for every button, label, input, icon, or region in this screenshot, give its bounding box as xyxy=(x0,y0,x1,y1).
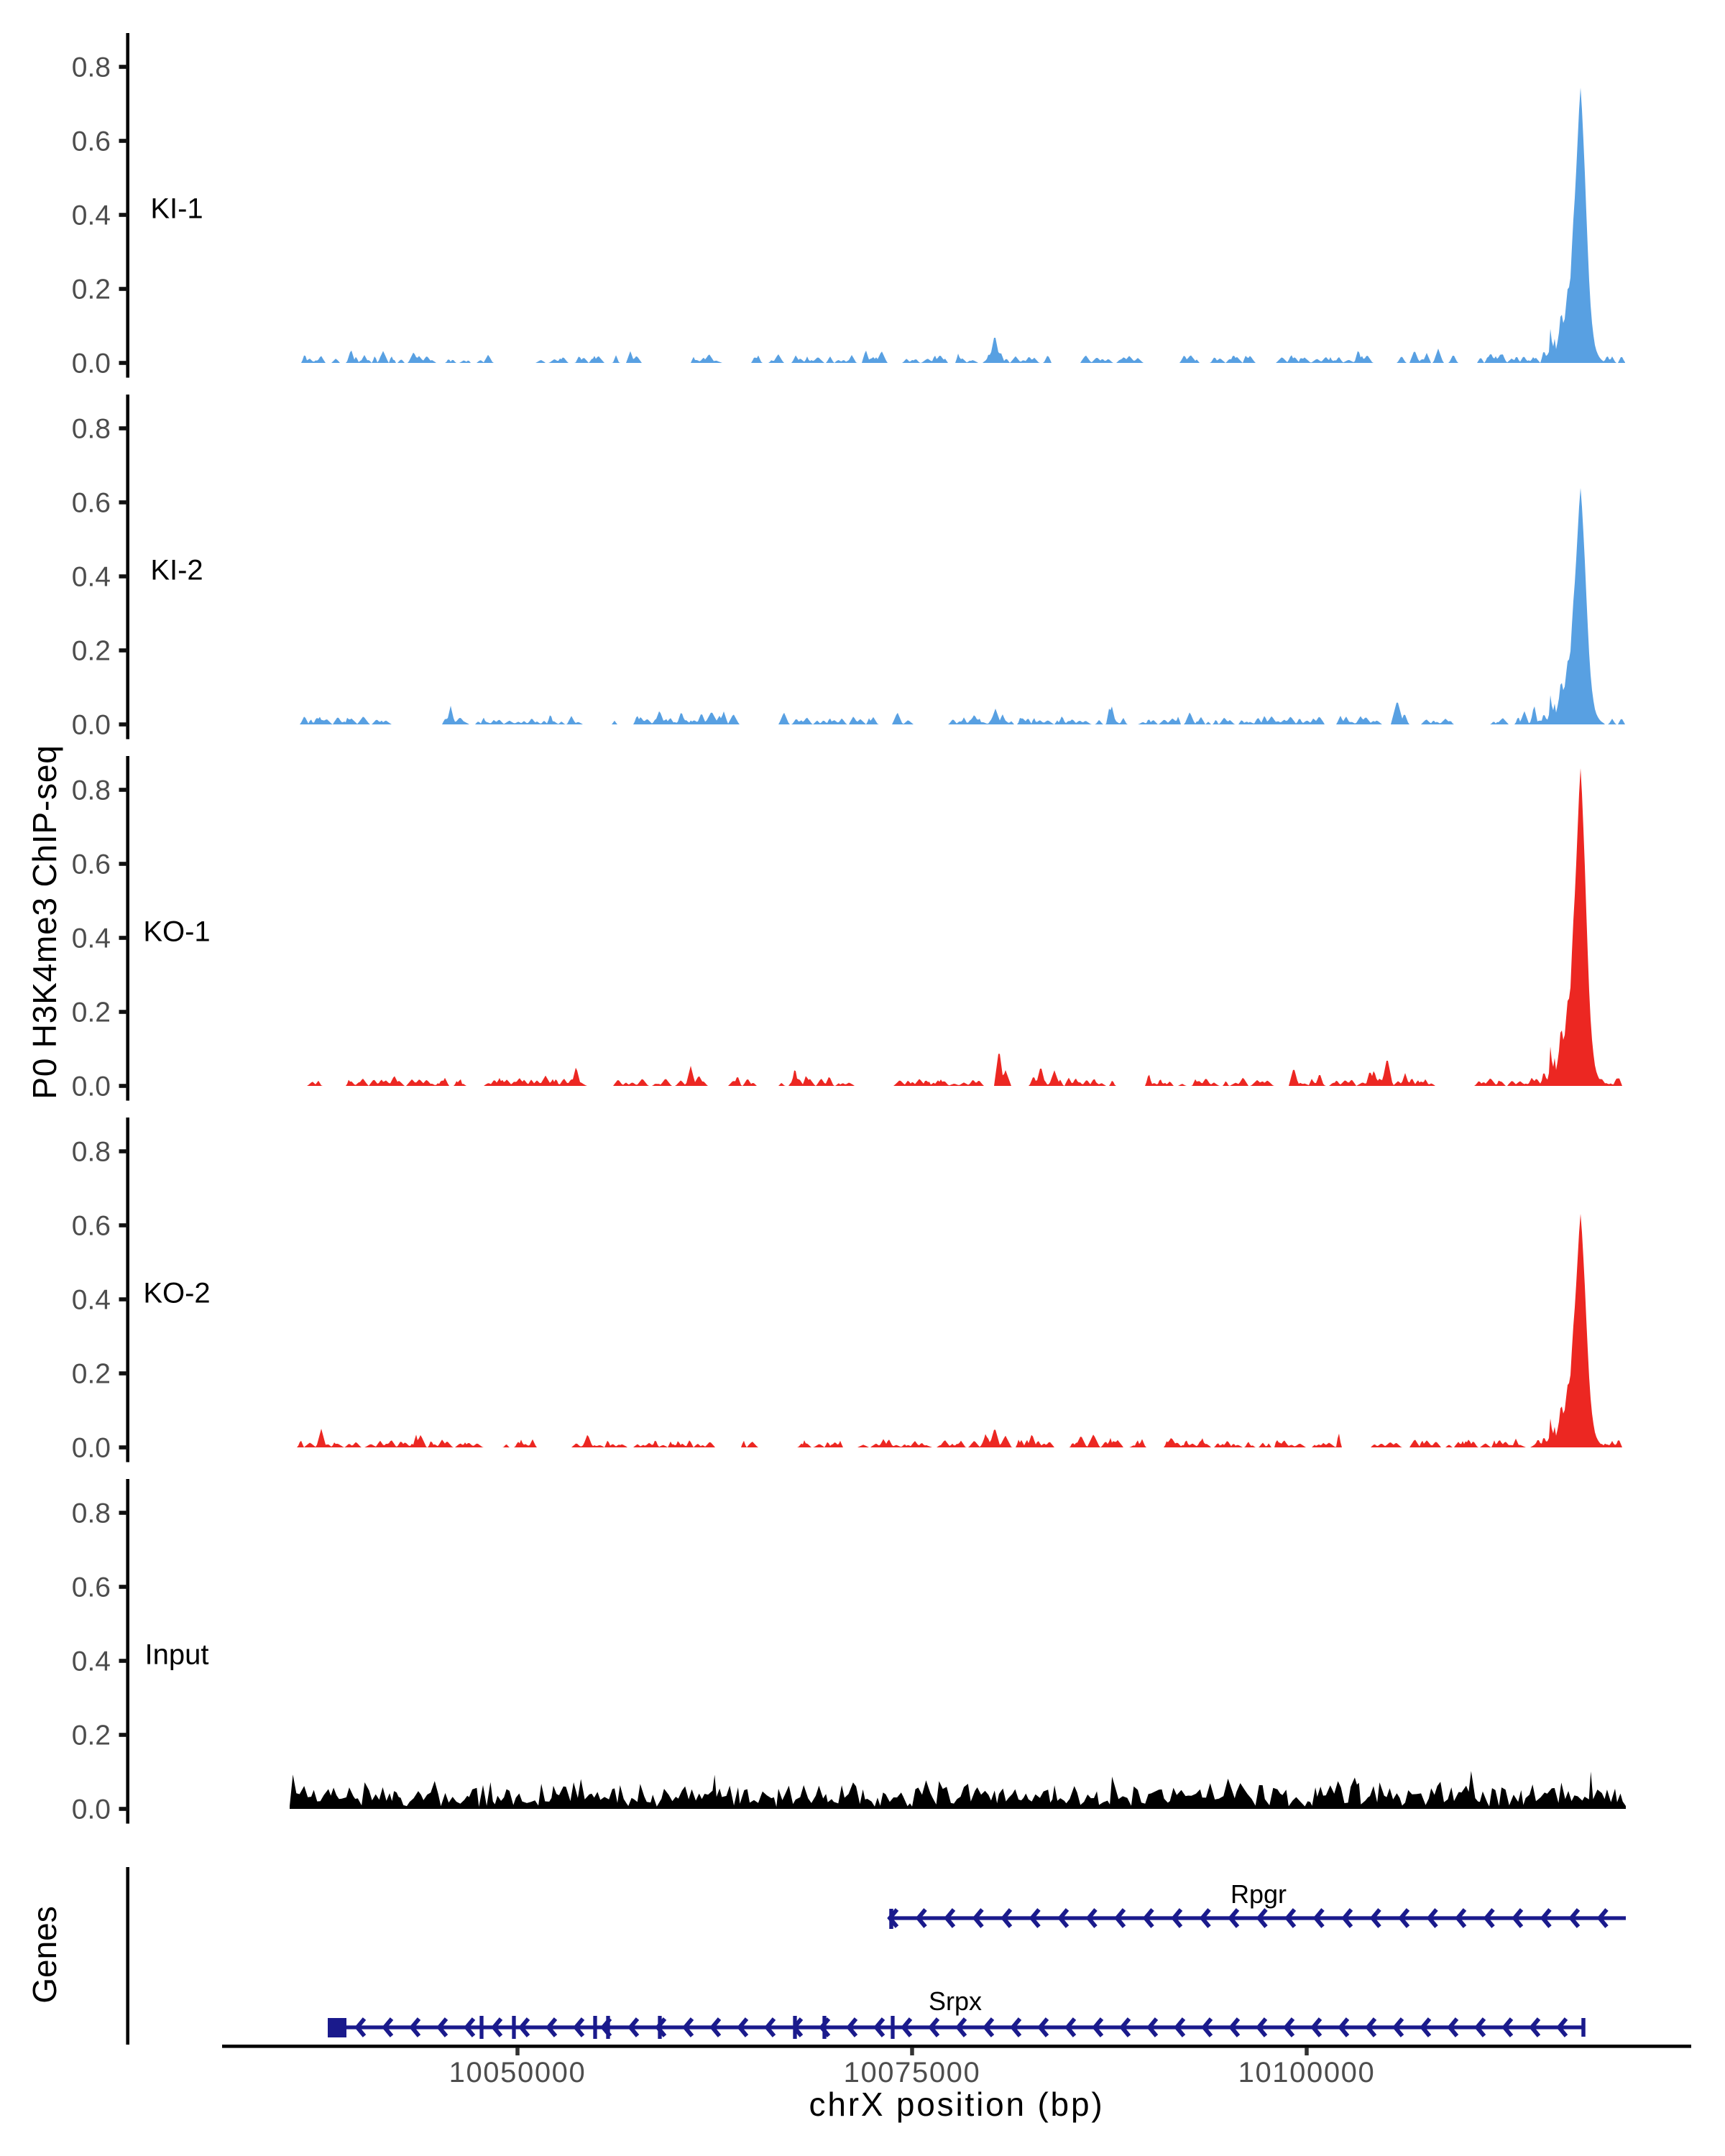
svg-text:10050000: 10050000 xyxy=(449,2057,586,2088)
svg-text:0.8: 0.8 xyxy=(72,1498,111,1529)
svg-text:KO-1: KO-1 xyxy=(143,916,210,948)
svg-text:0.4: 0.4 xyxy=(72,562,111,593)
svg-text:0.6: 0.6 xyxy=(72,488,111,519)
svg-text:0.4: 0.4 xyxy=(72,1285,111,1316)
svg-text:0.8: 0.8 xyxy=(72,52,111,83)
svg-text:0.6: 0.6 xyxy=(72,1572,111,1603)
svg-text:0.2: 0.2 xyxy=(72,998,111,1028)
svg-text:KI-1: KI-1 xyxy=(150,193,203,225)
svg-text:chrX position (bp): chrX position (bp) xyxy=(809,2086,1105,2123)
svg-text:0.4: 0.4 xyxy=(72,1646,111,1677)
svg-text:0.6: 0.6 xyxy=(72,849,111,880)
svg-text:0.0: 0.0 xyxy=(72,1072,111,1102)
svg-text:0.8: 0.8 xyxy=(72,414,111,445)
svg-text:0.2: 0.2 xyxy=(72,1720,111,1751)
svg-text:0.8: 0.8 xyxy=(72,1137,111,1168)
svg-text:KI-2: KI-2 xyxy=(150,555,203,586)
svg-text:0.0: 0.0 xyxy=(72,349,111,379)
svg-text:KO-2: KO-2 xyxy=(143,1278,210,1309)
svg-text:10100000: 10100000 xyxy=(1238,2057,1376,2088)
svg-text:P0 H3K4me3 ChIP-seq: P0 H3K4me3 ChIP-seq xyxy=(26,745,63,1099)
svg-text:0.2: 0.2 xyxy=(72,275,111,305)
svg-text:0.4: 0.4 xyxy=(72,201,111,231)
svg-text:Rpgr: Rpgr xyxy=(1230,1879,1287,1909)
svg-text:0.2: 0.2 xyxy=(72,1359,111,1390)
svg-text:10075000: 10075000 xyxy=(844,2057,981,2088)
svg-text:Input: Input xyxy=(145,1639,209,1671)
svg-text:0.0: 0.0 xyxy=(72,1795,111,1825)
svg-text:0.8: 0.8 xyxy=(72,775,111,806)
svg-text:0.0: 0.0 xyxy=(72,1433,111,1464)
svg-text:Srpx: Srpx xyxy=(929,1986,982,2016)
svg-text:0.0: 0.0 xyxy=(72,710,111,741)
svg-text:0.2: 0.2 xyxy=(72,636,111,667)
svg-text:Genes: Genes xyxy=(26,1906,63,2004)
svg-text:0.6: 0.6 xyxy=(72,1211,111,1242)
svg-text:0.6: 0.6 xyxy=(72,126,111,157)
svg-text:0.4: 0.4 xyxy=(72,923,111,954)
